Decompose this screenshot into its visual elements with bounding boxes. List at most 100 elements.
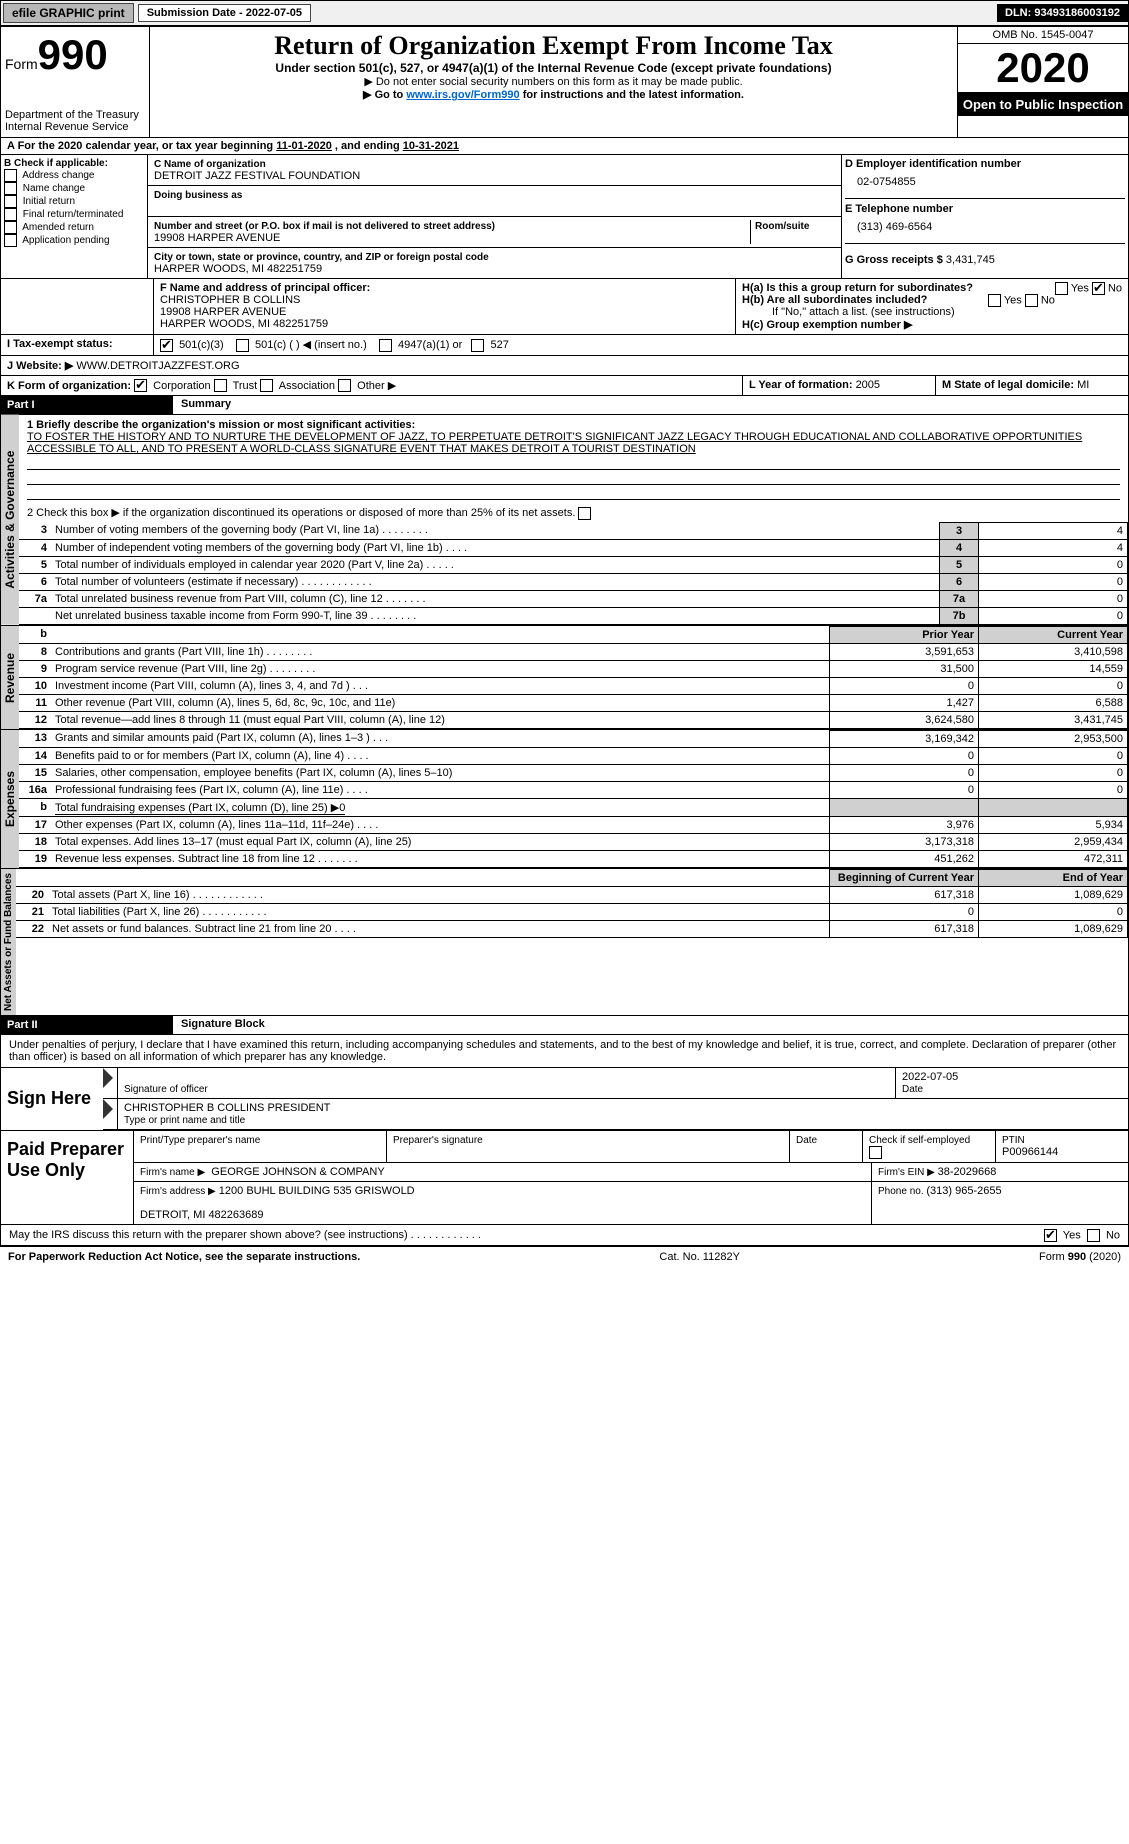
ha-yes-checkbox[interactable]	[1055, 282, 1068, 295]
b-opt-checkbox[interactable]	[4, 182, 17, 195]
dept-treasury: Department of the Treasury Internal Reve…	[5, 109, 145, 133]
tab-revenue: Revenue	[1, 626, 19, 729]
h-b: H(b) Are all subordinates included? Yes …	[742, 294, 1122, 306]
row-num: 10	[19, 677, 51, 694]
b-opt-checkbox[interactable]	[4, 221, 17, 234]
period-end: 10-31-2021	[403, 140, 459, 152]
self-employed-label: Check if self-employed	[869, 1135, 970, 1146]
footer-form-num: 990	[1068, 1251, 1086, 1263]
form-num: 990	[38, 31, 108, 78]
row-num: 5	[19, 556, 51, 573]
firm-phone-label: Phone no.	[878, 1186, 926, 1197]
form-word: Form	[5, 56, 38, 72]
org-street: 19908 HARPER AVENUE	[154, 232, 280, 244]
yes-label-2: Yes	[1004, 294, 1022, 306]
b-opt-checkbox[interactable]	[4, 169, 17, 182]
discuss-no-checkbox[interactable]	[1087, 1229, 1100, 1242]
current-year-val: 2,953,500	[979, 730, 1128, 747]
signature-block: Under penalties of perjury, I declare th…	[0, 1035, 1129, 1246]
d-label: D Employer identification number	[845, 158, 1125, 170]
b-option: Name change	[4, 182, 144, 195]
firm-ein: 38-2029668	[938, 1166, 997, 1178]
current-year-val: 2,959,434	[979, 833, 1128, 850]
prior-year-val: 1,427	[830, 694, 979, 711]
current-year-val: 5,934	[979, 816, 1128, 833]
firm-name: GEORGE JOHNSON & COMPANY	[211, 1166, 384, 1178]
row-num: 3	[19, 522, 51, 539]
prior-year-val: 3,976	[830, 816, 979, 833]
end-year-hdr: End of Year	[979, 869, 1128, 886]
b-option: Initial return	[4, 195, 144, 208]
row-num	[19, 607, 51, 624]
hb-no-checkbox[interactable]	[1025, 294, 1038, 307]
e-label: E Telephone number	[845, 203, 1125, 215]
room-label: Room/suite	[755, 221, 809, 232]
row-key: 3	[940, 522, 979, 539]
k-corp-checkbox[interactable]	[134, 379, 147, 392]
website-value: WWW.DETROITJAZZFEST.ORG	[73, 360, 239, 372]
row-num: 22	[16, 920, 48, 937]
b-opt-checkbox[interactable]	[4, 234, 17, 247]
k-assoc-checkbox[interactable]	[260, 379, 273, 392]
b-opt-checkbox[interactable]	[4, 195, 17, 208]
period-begin: 11-01-2020	[276, 140, 332, 152]
self-employed-checkbox[interactable]	[869, 1146, 882, 1159]
row-desc: Net unrelated business taxable income fr…	[51, 607, 940, 624]
dln: DLN: 93493186003192	[997, 4, 1128, 22]
prior-year-val: 3,624,580	[830, 711, 979, 728]
row-num: 7a	[19, 590, 51, 607]
goto-pre: ▶ Go to	[363, 89, 406, 101]
row-num: 6	[19, 573, 51, 590]
officer-name: CHRISTOPHER B COLLINS	[160, 294, 300, 306]
row-num: 11	[19, 694, 51, 711]
revenue-table: bPrior YearCurrent Year 8Contributions a…	[19, 626, 1128, 729]
4947-checkbox[interactable]	[379, 339, 392, 352]
line2-checkbox[interactable]	[578, 507, 591, 520]
discuss-yes-checkbox[interactable]	[1044, 1229, 1057, 1242]
goto-post: for instructions and the latest informat…	[520, 89, 744, 101]
mission-block: 1 Briefly describe the organization's mi…	[19, 415, 1128, 504]
efile-print-btn[interactable]: efile GRAPHIC print	[3, 3, 134, 23]
discuss-no: No	[1106, 1229, 1120, 1241]
current-year-val: 1,089,629	[979, 886, 1128, 903]
firm-ein-label: Firm's EIN ▶	[878, 1167, 938, 1178]
row-val: 0	[979, 590, 1128, 607]
527-label: 527	[490, 339, 508, 351]
row-num: 20	[16, 886, 48, 903]
footer-mid: Cat. No. 11282Y	[659, 1251, 740, 1263]
current-year-val: 0	[979, 764, 1128, 781]
current-year-val: 0	[979, 781, 1128, 798]
row-val: 0	[979, 573, 1128, 590]
527-checkbox[interactable]	[471, 339, 484, 352]
part2-bar-row: Part II Signature Block	[0, 1016, 1129, 1035]
prior-year-val: 617,318	[830, 886, 979, 903]
row-num: 8	[19, 643, 51, 660]
page-footer: For Paperwork Reduction Act Notice, see …	[0, 1246, 1129, 1267]
info-grid: B Check if applicable: Address change Na…	[0, 155, 1129, 279]
501c3-checkbox[interactable]	[160, 339, 173, 352]
state-domicile: MI	[1077, 379, 1089, 391]
declaration-text: Under penalties of perjury, I declare th…	[1, 1035, 1128, 1068]
section-c: C Name of organizationDETROIT JAZZ FESTI…	[148, 155, 842, 278]
hb-yes-checkbox[interactable]	[988, 294, 1001, 307]
k-trust-checkbox[interactable]	[214, 379, 227, 392]
ha-no-checkbox[interactable]	[1092, 282, 1105, 295]
i-label: I Tax-exempt status:	[7, 338, 113, 350]
b-opt-checkbox[interactable]	[4, 208, 17, 221]
i-row: I Tax-exempt status: 501(c)(3) 501(c) ( …	[0, 335, 1129, 356]
part2-label: Part II	[7, 1019, 38, 1031]
501c-checkbox[interactable]	[236, 339, 249, 352]
row-key: 5	[940, 556, 979, 573]
row-desc: Total expenses. Add lines 13–17 (must eq…	[51, 833, 830, 850]
b-option: Application pending	[4, 234, 144, 247]
k-other-checkbox[interactable]	[338, 379, 351, 392]
row-desc: Number of voting members of the governin…	[51, 522, 940, 539]
prep-name-label: Print/Type preparer's name	[140, 1135, 260, 1146]
k-trust: Trust	[233, 380, 258, 392]
h-a: H(a) Is this a group return for subordin…	[742, 282, 1122, 294]
form-subtitle-3: ▶ Go to www.irs.gov/Form990 for instruct…	[154, 88, 953, 101]
row-desc: Number of independent voting members of …	[51, 539, 940, 556]
irs-link[interactable]: www.irs.gov/Form990	[406, 89, 519, 101]
tab-netassets: Net Assets or Fund Balances	[1, 869, 16, 1015]
form-header: Form990 Department of the Treasury Inter…	[0, 26, 1129, 138]
